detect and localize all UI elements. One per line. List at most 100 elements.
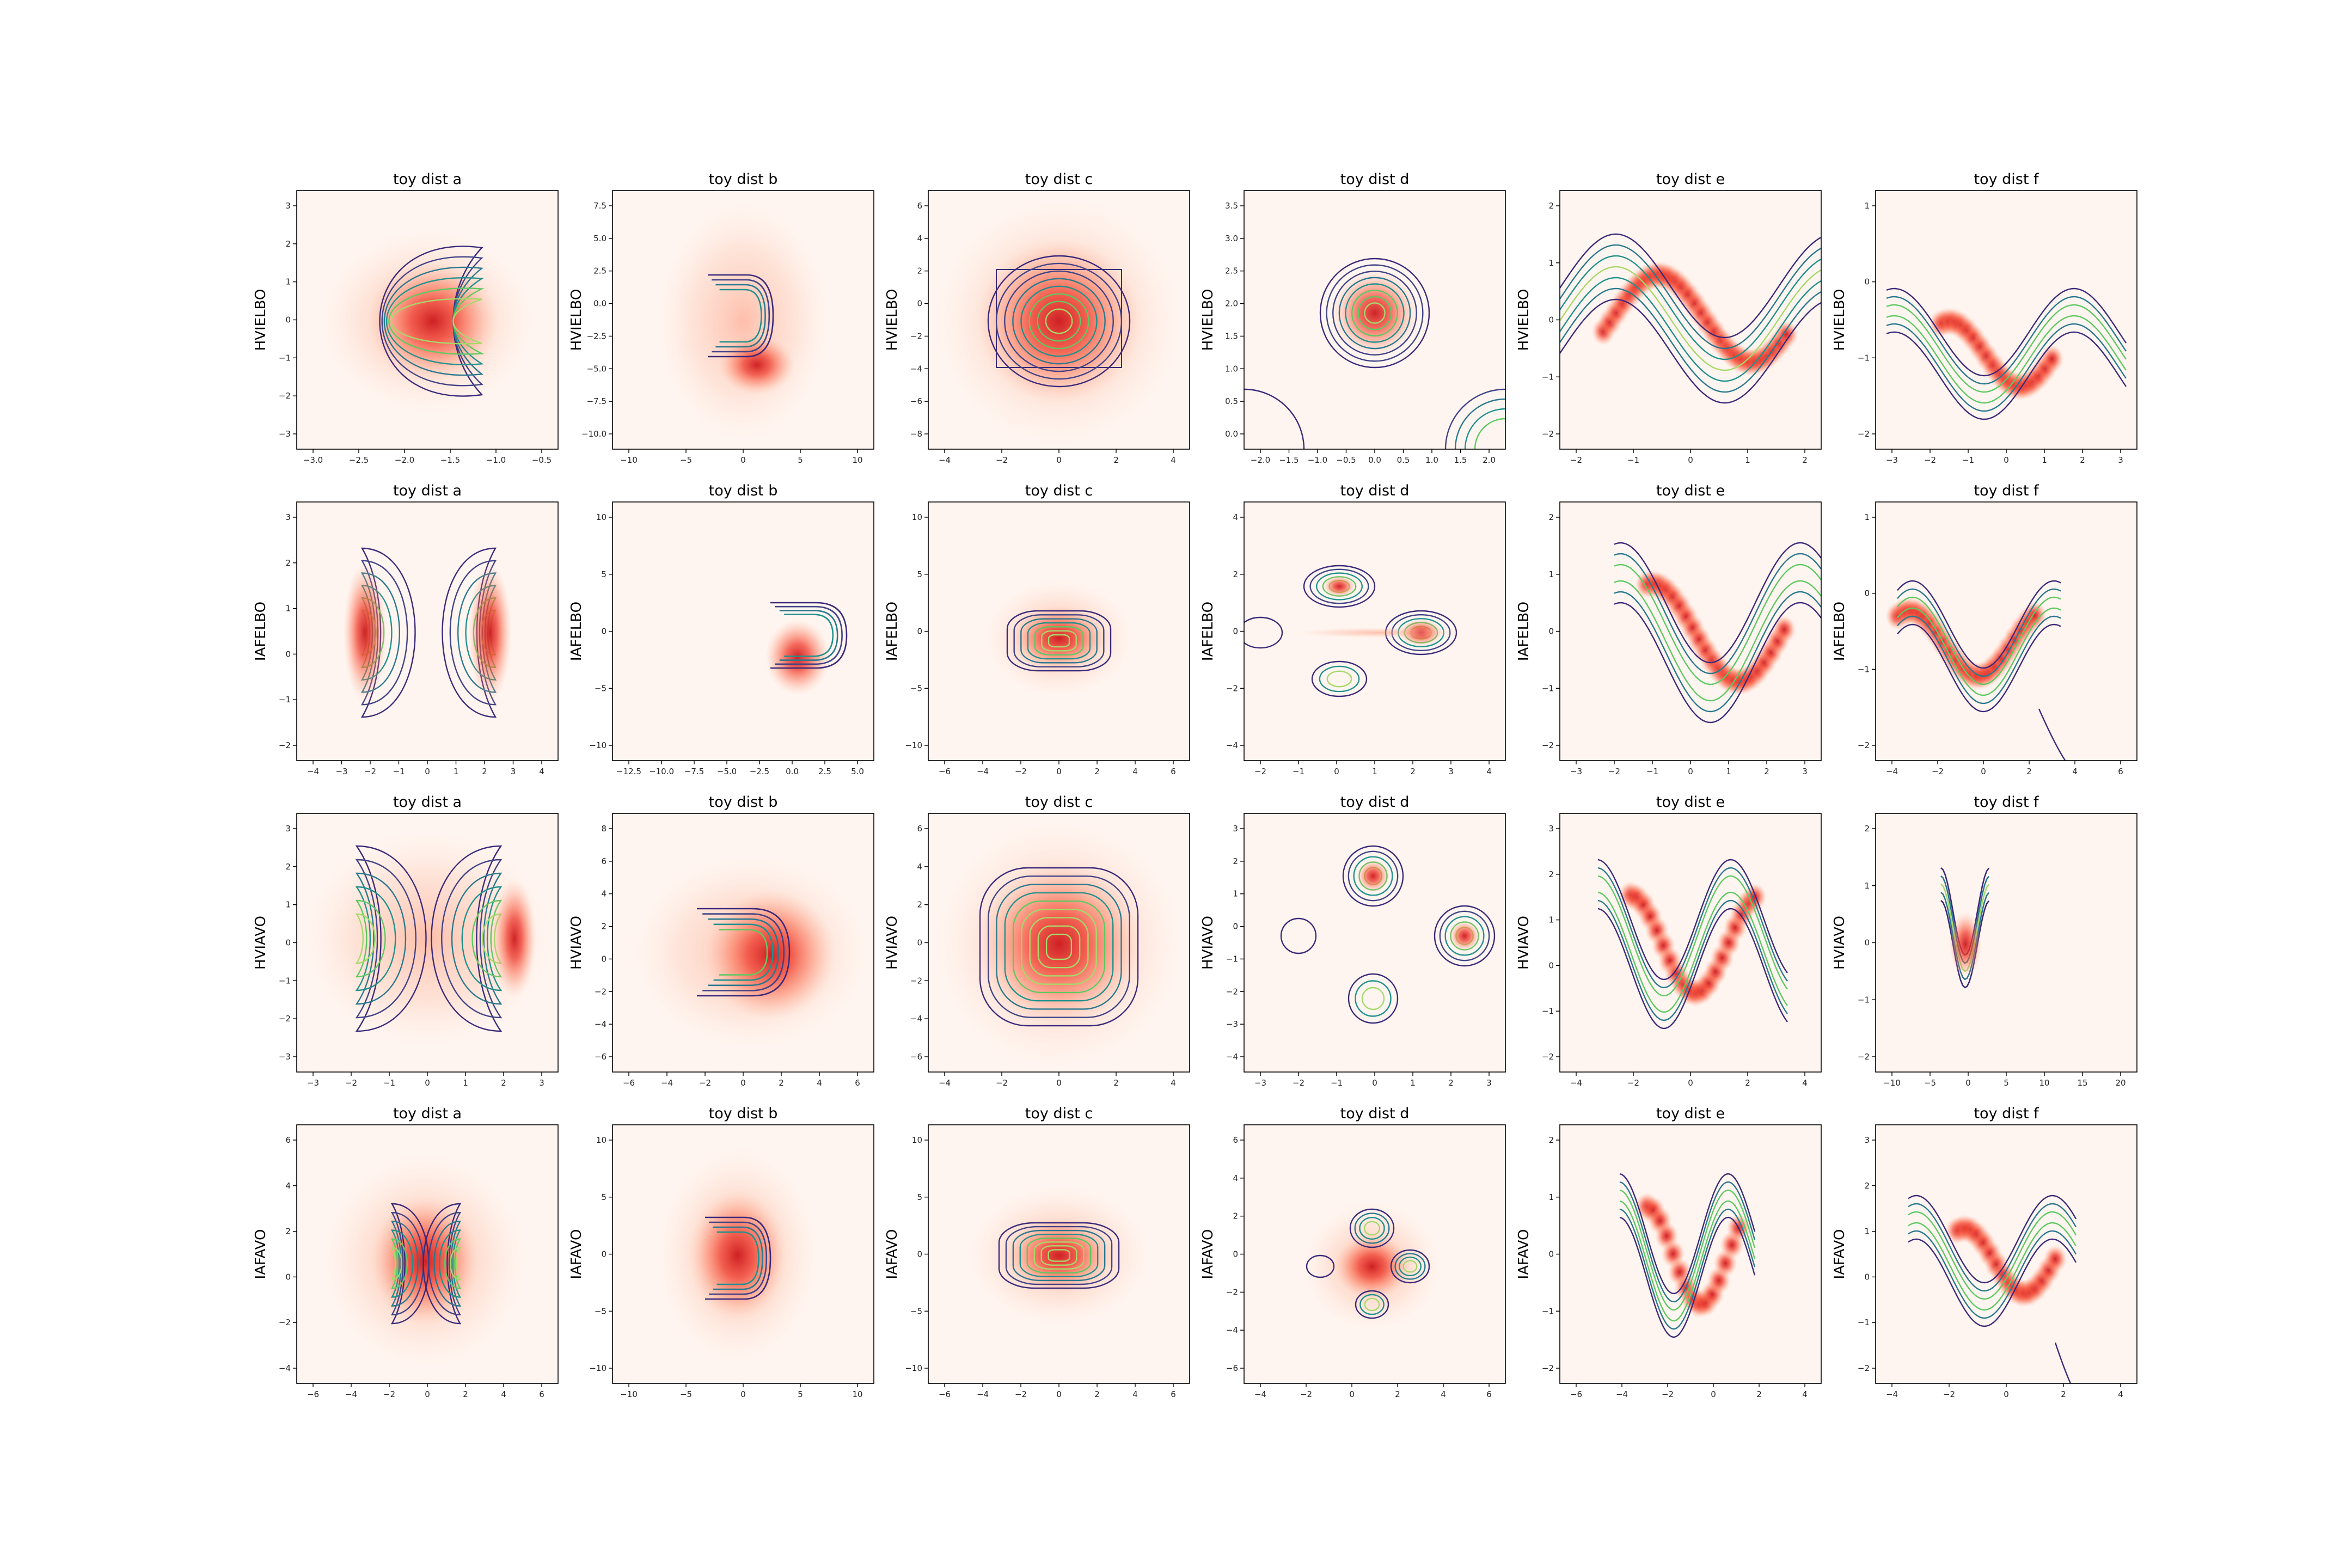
y-tick-label: 2: [1233, 569, 1238, 579]
x-tick-label: 4: [2072, 767, 2078, 776]
panel-ylabel: HVIELBO: [1200, 289, 1216, 351]
density-contours: [302, 830, 553, 1048]
x-tick-label: −2: [1015, 767, 1027, 776]
y-tick-label: 10: [596, 1135, 607, 1145]
x-tick-label: −3: [307, 1078, 319, 1088]
y-tick-label: 5: [917, 569, 922, 579]
density-contours: [632, 854, 871, 1050]
x-tick-label: 3: [539, 1078, 544, 1088]
x-tick-label: 0.5: [1397, 455, 1410, 465]
x-tick-label: 3: [511, 767, 516, 776]
y-tick-label: −10.0: [581, 429, 607, 439]
y-tick-label: 1.0: [1225, 364, 1238, 373]
panel-ylabel: HVIELBO: [568, 289, 585, 351]
x-tick-label: −4: [1616, 1389, 1628, 1399]
y-tick-label: −4: [1226, 1325, 1238, 1335]
y-tick-label: −2: [1858, 1363, 1870, 1373]
y-tick-label: 5.0: [593, 234, 607, 243]
panel-title: toy dist f: [1974, 482, 2039, 499]
x-tick-label: −1: [1646, 767, 1658, 776]
y-tick-label: −2: [1226, 987, 1238, 996]
panel-r1-c0: toy dist a IAFELBO −4 −3 −2 −1 0 1 2 3 4 3 2 1 0 −1 −2: [253, 482, 559, 776]
x-tick-label: 2: [1745, 1078, 1750, 1088]
y-tick-label: 1: [1233, 889, 1238, 899]
y-tick-label: −1: [1226, 954, 1238, 964]
y-tick-label: −2: [1226, 683, 1238, 693]
x-tick-label: 0: [1688, 1078, 1693, 1088]
y-tick-label: 0: [1864, 938, 1870, 948]
y-tick-label: −6: [910, 396, 922, 406]
y-tick-label: −2: [279, 1318, 291, 1327]
density-contours: [1301, 1201, 1443, 1332]
x-tick-label: −3: [335, 767, 347, 776]
x-tick-label: 0: [1965, 1078, 1971, 1088]
panel-ylabel: IAFAVO: [1200, 1229, 1216, 1279]
y-tick-label: 0: [917, 299, 922, 309]
y-tick-label: 0: [1233, 1250, 1238, 1259]
y-tick-label: −2: [1858, 740, 1870, 750]
y-tick-label: −5: [910, 683, 922, 693]
x-tick-label: −4: [1570, 1078, 1582, 1088]
x-tick-label: 0: [2004, 455, 2009, 465]
x-tick-label: 5: [2004, 1078, 2009, 1088]
y-tick-label: −2: [1542, 429, 1554, 439]
panel-title: toy dist d: [1340, 482, 1410, 499]
x-tick-label: −4: [939, 1078, 951, 1088]
x-tick-label: −1: [1627, 455, 1639, 465]
panel-title: toy dist c: [1025, 171, 1093, 188]
y-tick-label: 4: [1233, 1173, 1238, 1183]
y-tick-label: 1: [285, 604, 291, 614]
x-tick-label: −2: [1932, 767, 1944, 776]
y-tick-label: 0: [285, 938, 291, 948]
x-tick-label: −1.5: [1279, 455, 1298, 465]
x-tick-label: −3.0: [303, 455, 323, 465]
x-tick-label: 2: [1756, 1389, 1762, 1399]
panel-r2-c1: toy dist b HVIAVO −6 −4 −2 0 2 4 6 8 6 4 2 0 −2 −4 −6: [568, 794, 874, 1088]
y-tick-label: 2: [917, 900, 922, 910]
x-tick-label: −2: [364, 767, 376, 776]
x-tick-label: −6: [1570, 1389, 1582, 1399]
density-contours: [1280, 845, 1496, 1024]
density-contours: [656, 1147, 819, 1364]
x-tick-label: 0.0: [786, 767, 799, 776]
x-tick-label: −2: [996, 1078, 1008, 1088]
y-tick-label: 2: [1548, 512, 1554, 522]
panel-title: toy dist f: [1974, 794, 2039, 811]
x-tick-label: 0: [740, 1078, 746, 1088]
y-tick-label: 0: [285, 649, 291, 659]
x-tick-label: 1: [1372, 767, 1377, 776]
panel-title: toy dist b: [709, 171, 778, 188]
y-tick-label: 4: [917, 234, 922, 243]
y-tick-label: −8: [910, 429, 922, 439]
panel-background: [612, 502, 874, 761]
panel-ylabel: HVIAVO: [884, 916, 901, 970]
y-tick-label: −1: [1542, 1006, 1554, 1016]
x-tick-label: −2: [345, 1078, 357, 1088]
y-tick-label: −1: [279, 976, 291, 985]
y-tick-label: 2.5: [1225, 266, 1238, 276]
panel-ylabel: HVIAVO: [1516, 916, 1532, 970]
y-tick-label: 0: [285, 1272, 291, 1282]
panel-r2-c3: toy dist d HVIAVO −3 −2 −1 0 1 2 3 3 2 1 0 −1 −2 −3 −4: [1200, 794, 1506, 1088]
y-tick-label: −6: [1226, 1363, 1238, 1373]
x-tick-label: −0.5: [532, 455, 552, 465]
y-tick-label: 6: [917, 201, 922, 211]
x-tick-label: −2.5: [750, 767, 769, 776]
y-tick-label: 1: [1548, 258, 1554, 268]
x-tick-label: 2.5: [818, 767, 831, 776]
x-tick-label: −7.5: [684, 767, 704, 776]
y-tick-label: 2: [1233, 1211, 1238, 1221]
panel-ylabel: IAFELBO: [1200, 602, 1216, 661]
panel-ylabel: HVIAVO: [1832, 916, 1848, 970]
x-tick-label: 0: [1056, 1078, 1062, 1088]
density-contours: [1597, 859, 1788, 1030]
x-tick-label: 0.0: [1368, 455, 1381, 465]
panel-ylabel: IAFELBO: [568, 602, 585, 661]
y-tick-label: −2: [1542, 740, 1554, 750]
x-tick-label: −2.5: [349, 455, 369, 465]
x-tick-label: −1.0: [486, 455, 506, 465]
y-tick-label: −5.0: [587, 364, 607, 373]
panel-r0-c5: toy dist f HVIELBO −3 −2 −1 0 1 2 3 1 0 −1 −2: [1832, 171, 2137, 465]
density-contours: [1908, 1195, 2077, 1383]
